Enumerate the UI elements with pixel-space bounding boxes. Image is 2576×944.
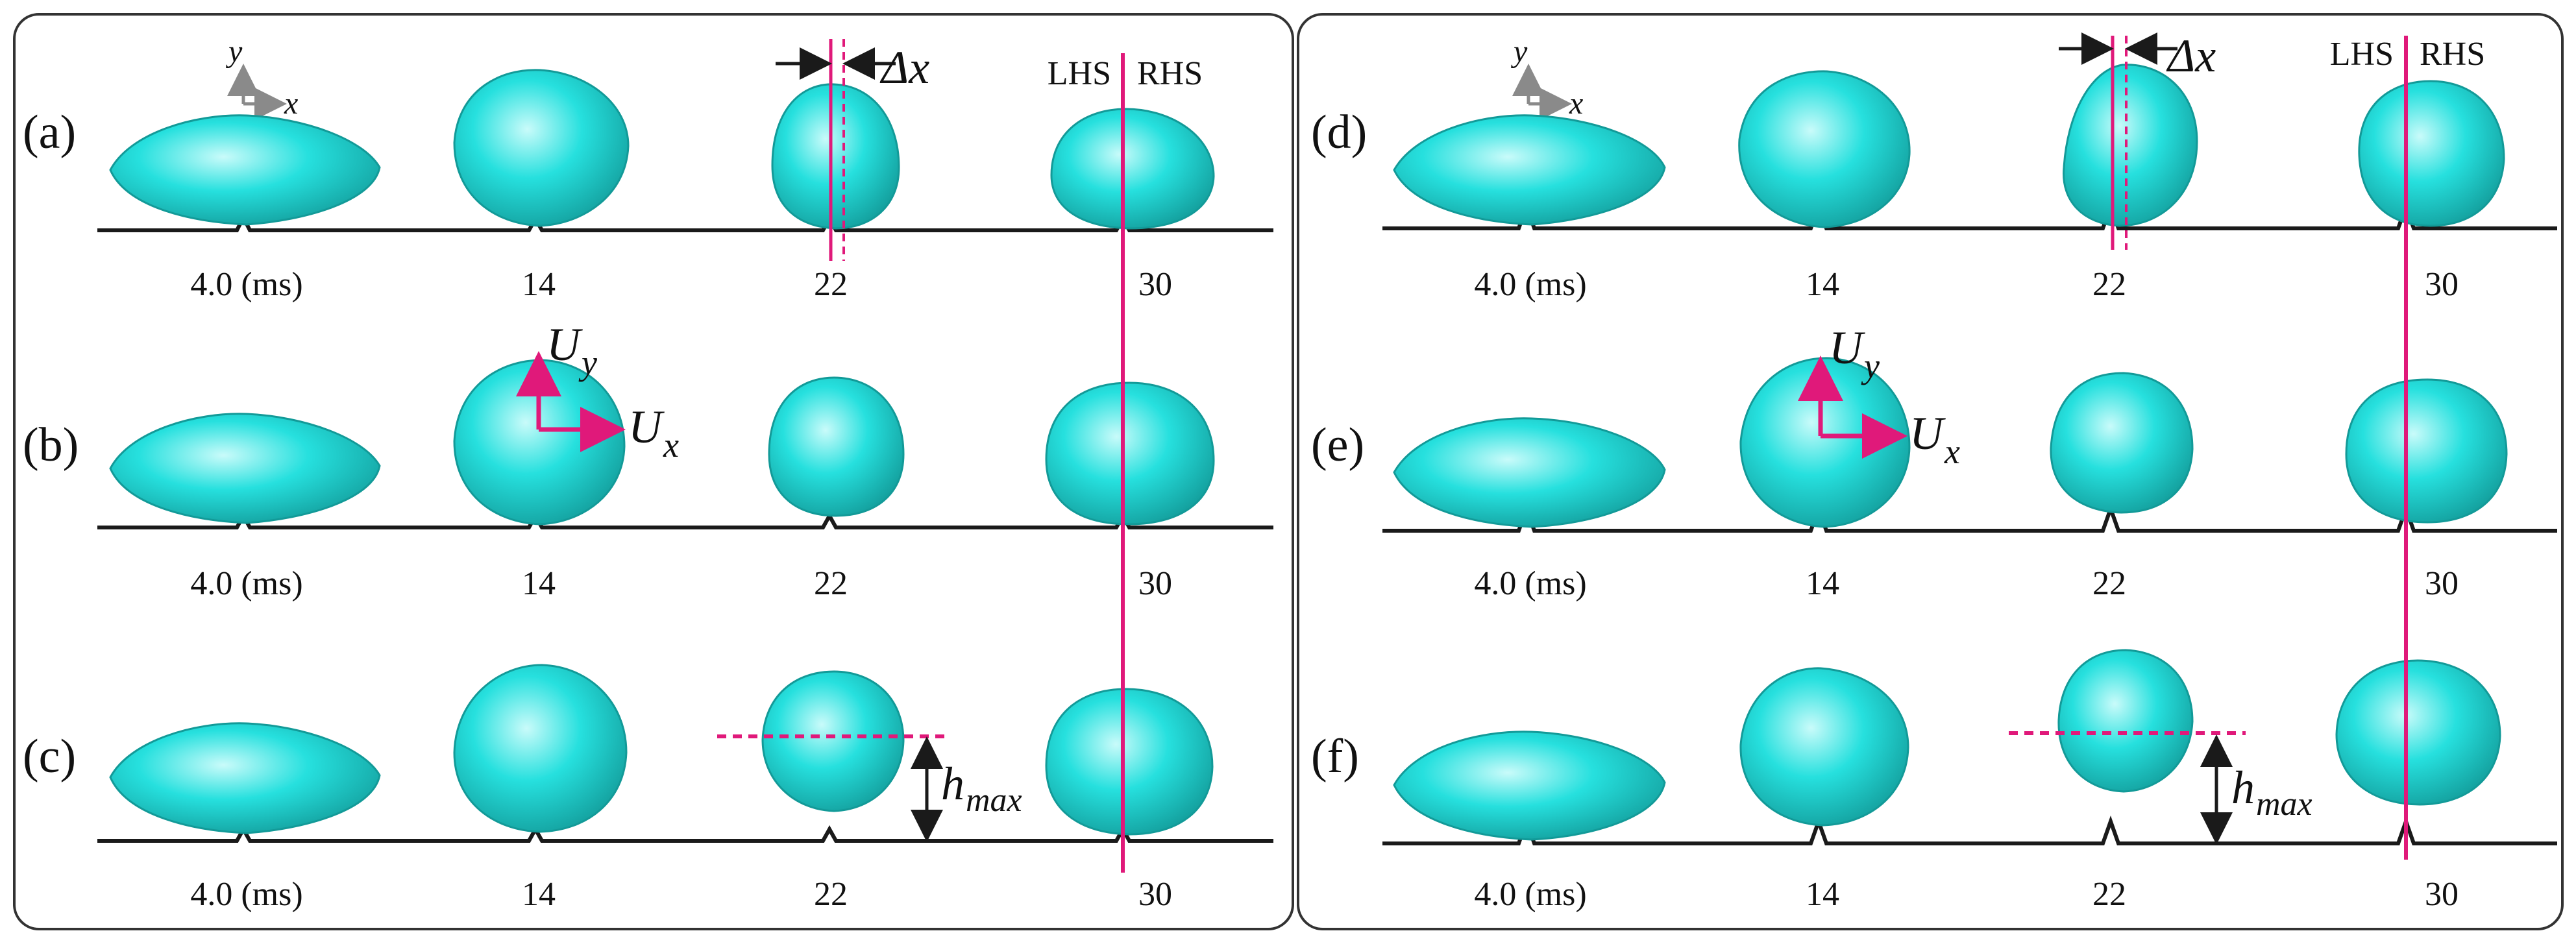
ux-label: Ux (628, 401, 679, 465)
panel-left: y x (a) (b) (c) 4.0 (ms) 14 22 30 4.0 (m… (13, 13, 1294, 930)
uy-label: Uy (1829, 322, 1880, 385)
time-label-c-2: 14 (522, 876, 556, 913)
delta-x-annotation: Δx (776, 39, 929, 261)
time-label-c-3: 22 (814, 876, 848, 913)
hmax-annotation: hmax (2009, 731, 2312, 845)
delta-x-annotation: Δx (2059, 30, 2216, 250)
hmax-annotation: hmax (717, 734, 1022, 842)
time-label-a-3: 22 (814, 266, 848, 303)
time-label-f-2: 14 (1806, 876, 1839, 913)
time-label-d-2: 14 (1806, 266, 1839, 303)
lhs-rhs-reference: LHS RHS (2330, 36, 2485, 860)
droplet-e-t3 (2050, 372, 2194, 514)
row-label-c: (c) (23, 730, 76, 783)
time-label-e-3: 22 (2092, 565, 2126, 602)
time-label-d-4: 30 (2425, 266, 2459, 303)
delta-x-label: Δx (2166, 30, 2216, 82)
uy-label: Uy (546, 319, 597, 382)
row-label-a: (a) (23, 106, 76, 159)
droplet-c-t1 (109, 722, 381, 834)
droplet-c-t2 (453, 664, 628, 833)
y-axis-label: y (1510, 34, 1528, 69)
droplet-a-t3 (771, 83, 900, 230)
droplet-c-t3 (761, 670, 905, 812)
droplet-f-t2 (1739, 667, 1909, 827)
droplet-f-t4 (2335, 659, 2501, 806)
time-label-b-4: 30 (1138, 565, 1172, 602)
panel-frame (1297, 13, 2564, 930)
droplet-f-t1 (1393, 731, 1666, 841)
droplet-d-t1 (1393, 114, 1666, 226)
droplet-f-t3 (2057, 649, 2194, 793)
x-axis-label: x (284, 86, 298, 121)
droplet-d-t3 (2063, 64, 2198, 227)
rhs-label: RHS (2420, 36, 2485, 73)
lhs-label: LHS (2330, 36, 2394, 73)
coordinate-axes-icon: y x (225, 34, 298, 121)
time-label-a-1: 4.0 (ms) (190, 266, 302, 303)
droplet-a-t4 (1050, 108, 1215, 230)
time-label-b-2: 14 (522, 565, 556, 602)
droplet-e-t2 (1739, 357, 1911, 528)
time-label-c-4: 30 (1138, 876, 1172, 913)
time-label-d-3: 22 (2092, 266, 2126, 303)
droplet-a-t2 (453, 69, 630, 227)
droplet-d-t4 (2358, 80, 2505, 227)
droplet-d-t2 (1738, 70, 1911, 228)
lhs-rhs-reference: LHS RHS (1048, 53, 1203, 873)
hmax-label: hmax (941, 758, 1022, 819)
time-label-c-1: 4.0 (ms) (190, 876, 302, 913)
panel-frame (13, 13, 1294, 930)
time-label-e-2: 14 (1806, 565, 1839, 602)
y-axis-label: y (225, 34, 243, 69)
ux-label: Ux (1909, 407, 1960, 471)
panel-right: y x (d) (e) (f) 4.0 (ms) 14 22 30 4.0 (m… (1297, 13, 2564, 930)
row-label-f: (f) (1311, 730, 1359, 783)
droplet-a-t1 (109, 114, 381, 226)
x-axis-label: x (1569, 86, 1583, 121)
time-label-f-4: 30 (2425, 876, 2459, 913)
time-label-a-2: 14 (522, 266, 556, 303)
time-label-e-4: 30 (2425, 565, 2459, 602)
droplet-e-t4 (2345, 378, 2508, 524)
time-label-f-1: 4.0 (ms) (1474, 876, 1586, 913)
droplet-c-t4 (1045, 688, 1214, 836)
row-label-e: (e) (1311, 418, 1364, 472)
time-label-f-3: 22 (2092, 876, 2126, 913)
lhs-label: LHS (1048, 55, 1111, 92)
delta-x-label: Δx (879, 42, 929, 93)
row-label-d: (d) (1311, 106, 1367, 159)
time-label-d-1: 4.0 (ms) (1474, 266, 1586, 303)
coordinate-axes-icon: y x (1510, 34, 1583, 121)
time-label-e-1: 4.0 (ms) (1474, 565, 1586, 602)
droplet-b-t1 (109, 413, 381, 524)
time-label-b-3: 22 (814, 565, 848, 602)
row-label-b: (b) (23, 418, 79, 472)
time-label-a-4: 30 (1138, 266, 1172, 303)
rhs-label: RHS (1137, 55, 1203, 92)
droplet-b-t3 (768, 376, 905, 517)
droplet-b-t4 (1045, 381, 1215, 526)
velocity-arrows: Uy Ux (1798, 322, 1960, 471)
hmax-label: hmax (2231, 762, 2312, 823)
velocity-arrows: Uy Ux (516, 319, 679, 465)
droplet-e-t1 (1393, 417, 1666, 528)
time-label-b-1: 4.0 (ms) (190, 565, 302, 602)
